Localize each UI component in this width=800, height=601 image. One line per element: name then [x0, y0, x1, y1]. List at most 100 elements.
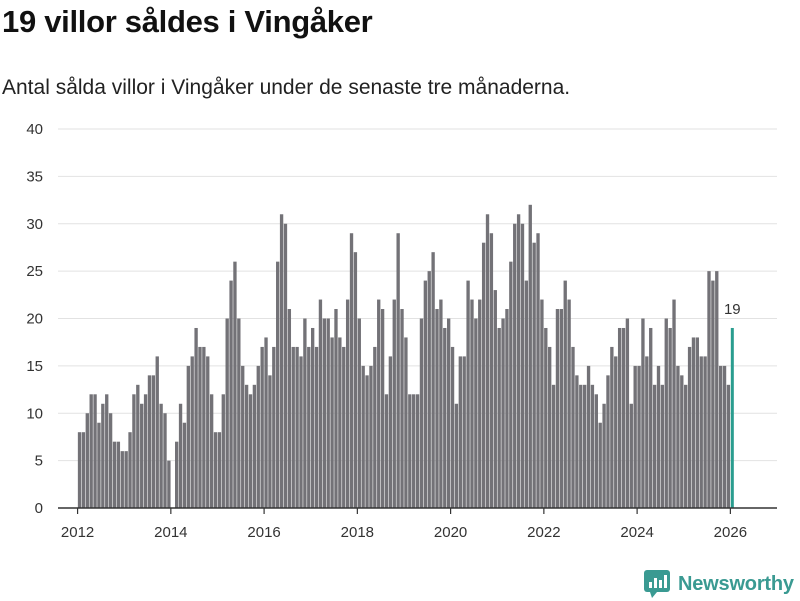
data-labels: 19 [724, 301, 741, 318]
bar [540, 299, 544, 508]
bar [206, 356, 210, 508]
y-tick-label: 25 [26, 263, 43, 280]
y-tick-label: 15 [26, 358, 43, 375]
bar [283, 223, 288, 508]
bar [427, 271, 431, 509]
bar [586, 365, 591, 509]
bar [594, 394, 598, 508]
bar [248, 394, 253, 508]
bar [81, 432, 86, 508]
bar [392, 299, 396, 508]
bar [276, 261, 280, 508]
bar [151, 375, 156, 508]
bar [660, 384, 665, 508]
brand-logo-link[interactable]: Newsworthy [644, 567, 794, 601]
bar [602, 403, 606, 508]
bar [423, 280, 428, 508]
bar [563, 280, 567, 508]
bar [353, 252, 358, 508]
bar [450, 346, 455, 508]
x-tick-label: 2024 [620, 524, 653, 541]
bar [357, 318, 361, 508]
bar [291, 346, 295, 508]
bar [633, 365, 637, 509]
bar [621, 327, 626, 508]
x-tick-label: 2022 [527, 524, 560, 541]
bar [497, 327, 501, 508]
bar [132, 394, 136, 508]
bar [505, 309, 509, 508]
chart-title: 19 villor såldes i Vingåker [2, 4, 373, 39]
bar [466, 280, 470, 508]
bar [637, 365, 641, 509]
bar [175, 441, 179, 508]
bar [373, 346, 377, 508]
bar [415, 394, 420, 508]
bar [260, 346, 264, 508]
bar [606, 375, 610, 508]
bar [303, 318, 307, 508]
bar [342, 346, 346, 508]
bar [155, 356, 159, 508]
bar [408, 394, 412, 508]
bar [454, 403, 459, 508]
bar [209, 394, 214, 508]
bar [470, 299, 474, 508]
bar [318, 299, 323, 508]
bar [652, 384, 657, 508]
bar [711, 280, 715, 508]
bar [326, 318, 330, 508]
bar [112, 441, 117, 508]
bar [198, 346, 202, 508]
bar [314, 346, 319, 508]
bar [338, 337, 342, 508]
bar [668, 327, 672, 508]
bar [458, 356, 462, 508]
bar [544, 327, 548, 508]
y-tick-label: 30 [26, 216, 43, 233]
bar [559, 309, 564, 508]
bar [579, 384, 583, 508]
bar [516, 214, 521, 508]
bar [178, 403, 183, 508]
bar [182, 422, 187, 508]
bar [610, 346, 614, 508]
bar [264, 337, 268, 508]
bar [287, 309, 292, 508]
bar [233, 261, 237, 508]
bar [330, 337, 334, 508]
bar [85, 413, 89, 508]
y-tick-label: 0 [35, 500, 43, 517]
bar [419, 318, 424, 508]
bar [722, 365, 727, 509]
bar [443, 327, 447, 508]
bar [532, 242, 536, 508]
bar [256, 365, 260, 509]
bar [520, 223, 525, 508]
bar [252, 384, 257, 508]
bar [369, 365, 373, 509]
y-tick-label: 20 [26, 311, 43, 328]
bar [680, 375, 684, 508]
newsworthy-logo-icon [644, 570, 670, 598]
bar [190, 356, 194, 508]
y-tick-label: 5 [35, 453, 43, 470]
bar [726, 384, 731, 508]
x-tick-label: 2014 [154, 524, 187, 541]
bar [143, 394, 148, 508]
chart-subtitle: Antal sålda villor i Vingåker under de s… [2, 76, 571, 99]
bar [396, 233, 400, 509]
bar [279, 214, 284, 508]
bar [715, 271, 719, 509]
brand-name: Newsworthy [678, 572, 794, 595]
bar [334, 309, 338, 508]
bar [485, 214, 490, 508]
bar [412, 394, 416, 508]
bar [676, 365, 680, 509]
bar [93, 394, 97, 508]
bar [221, 394, 225, 508]
bar [614, 356, 618, 508]
bar [388, 356, 393, 508]
bar [295, 346, 299, 508]
